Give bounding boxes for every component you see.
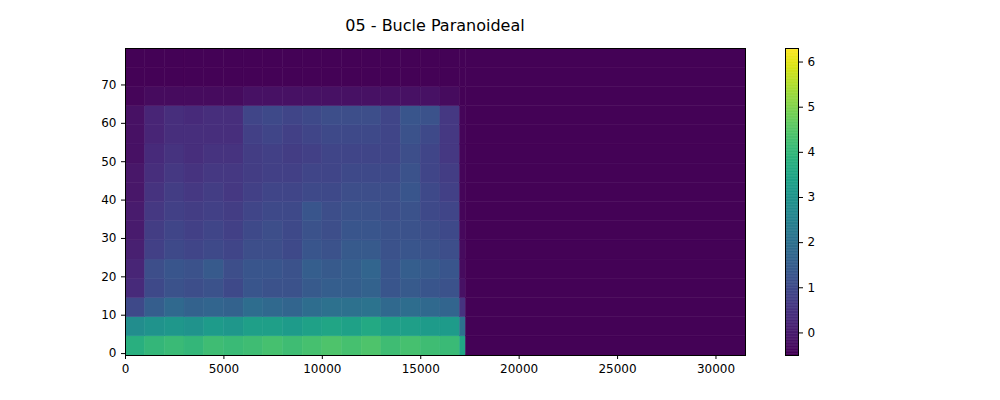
svg-text:0: 0 <box>808 326 816 340</box>
svg-text:4: 4 <box>808 145 816 159</box>
svg-text:20000: 20000 <box>500 362 538 376</box>
svg-text:5000: 5000 <box>209 362 240 376</box>
html-text:05 - Bucle Paranoideal: 05 - Bucle Paranoideal <box>345 16 525 35</box>
svg-text:25000: 25000 <box>598 362 636 376</box>
svg-text:50: 50 <box>101 155 116 169</box>
svg-text:60: 60 <box>101 116 116 130</box>
svg-text:30000: 30000 <box>697 362 735 376</box>
svg-text:2: 2 <box>808 235 816 249</box>
svg-text:0: 0 <box>122 362 130 376</box>
svg-text:6: 6 <box>808 55 816 69</box>
svg-text:5: 5 <box>808 100 816 114</box>
svg-text:0: 0 <box>109 346 117 360</box>
svg-text:15000: 15000 <box>402 362 440 376</box>
svg-text:3: 3 <box>808 190 816 204</box>
svg-text:1: 1 <box>808 281 816 295</box>
svg-text:30: 30 <box>101 231 116 245</box>
svg-text:20: 20 <box>101 270 116 284</box>
svg-text:70: 70 <box>101 78 116 92</box>
svg-text:10000: 10000 <box>303 362 341 376</box>
svg-text:40: 40 <box>101 193 116 207</box>
svg-text:10: 10 <box>101 308 116 322</box>
